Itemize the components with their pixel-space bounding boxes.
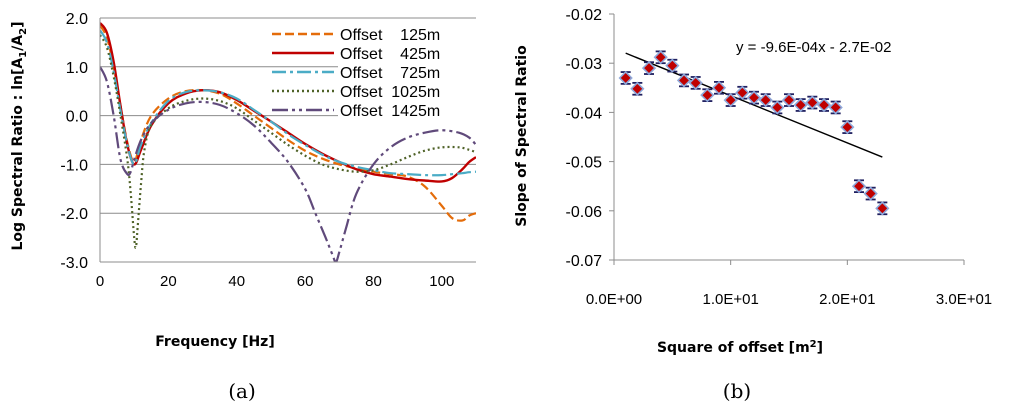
chart-b-point	[723, 92, 738, 108]
chart-b-y-tick: -0.07	[566, 253, 603, 270]
chart-a-y-tick-labels: 2.0 1.0 0.0 -1.0 -2.0 -3.0	[60, 11, 88, 272]
chart-b-point	[851, 179, 867, 194]
chart-a-x-tick: 40	[228, 273, 245, 290]
chart-a-series-line-4	[100, 34, 476, 249]
chart-a-axes	[99, 18, 476, 263]
chart-b-x-tick: 3.0E+01	[936, 291, 992, 308]
chart-a-x-tick: 20	[160, 273, 177, 290]
chart-a-legend-bg	[338, 63, 478, 80]
chart-b-x-tick: 2.0E+01	[819, 291, 875, 308]
chart-a-panel-label: (a)	[228, 379, 256, 403]
chart-b-x-tick: 1.0E+01	[703, 291, 759, 308]
chart-b-x-tick: 0.0E+00	[586, 291, 642, 308]
chart-b-trendline	[625, 52, 883, 158]
chart-a-x-tick: 60	[297, 273, 314, 290]
chart-b-y-tick: -0.02	[566, 7, 603, 24]
chart-a-y-tick: -3.0	[60, 255, 88, 272]
chart-b-y-tick: -0.04	[566, 105, 603, 122]
chart-b-point	[875, 201, 890, 216]
chart-b-x-tick-labels: 0.0E+00 1.0E+01 2.0E+01 3.0E+01	[586, 291, 992, 308]
chart-a-y-axis-label: Log Spectral Ratio : ln[A1/A2]	[10, 21, 29, 250]
chart-b-point	[746, 90, 762, 105]
chart-a-y-tick: 1.0	[66, 60, 88, 77]
chart-b-x-axis-label: Square of offset [m2]	[657, 339, 823, 356]
chart-a-series-group	[100, 22, 476, 262]
chart-b-point	[711, 80, 727, 95]
chart-b-point	[665, 58, 680, 73]
chart-b-point	[770, 100, 785, 115]
chart-b-point	[816, 97, 832, 113]
chart-b-point	[758, 92, 773, 108]
chart-b-point	[735, 85, 750, 100]
chart-b-point	[828, 100, 843, 115]
chart-b-point	[641, 60, 657, 76]
chart-a-legend-entry-3: Offset 725m	[340, 65, 440, 82]
chart-a: 2.0 1.0 0.0 -1.0 -2.0 -3.0 0 20 40 60 80 100 Offse…	[10, 11, 478, 403]
chart-a-x-axis-label: Frequency [Hz]	[155, 334, 274, 350]
chart-a-legend-bg	[338, 101, 478, 118]
chart-b-points-group	[618, 50, 890, 216]
chart-b-y-tick: -0.03	[566, 56, 603, 73]
chart-a-legend-bg	[338, 82, 478, 99]
chart-a-x-tick: 80	[365, 273, 382, 290]
chart-b-point	[688, 75, 703, 91]
chart-b-point	[781, 92, 797, 108]
chart-b-point	[793, 97, 808, 113]
chart-a-series-line-5	[100, 66, 476, 262]
chart-b-y-axis-label: Slope of Spectral Ratio	[514, 45, 530, 227]
chart-b-trendline-group	[625, 52, 883, 158]
chart-a-y-tick: 0.0	[66, 109, 88, 126]
chart-b-axes	[609, 13, 965, 265]
chart-a-y-tick: -2.0	[60, 206, 88, 223]
chart-a-x-tick-labels: 0 20 40 60 80 100	[96, 273, 455, 290]
chart-a-legend-entry-1: Offset 125m	[340, 27, 440, 44]
chart-b-point	[863, 186, 878, 201]
chart-b-y-tick: -0.06	[566, 204, 603, 221]
chart-b-point	[653, 50, 668, 65]
chart-a-series-line-3	[100, 29, 476, 177]
chart-b-point	[805, 95, 820, 110]
chart-b-point	[676, 73, 692, 88]
chart-b-y-tick: -0.05	[566, 155, 603, 172]
chart-b-y-tick-labels: -0.02 -0.03 -0.04 -0.05 -0.06 -0.07	[566, 7, 603, 270]
chart-b-point	[630, 81, 645, 96]
chart-a-legend-bg	[338, 25, 478, 42]
chart-a-y-tick: 2.0	[66, 11, 88, 28]
chart-b-point	[700, 88, 715, 103]
chart-b-panel-label: (b)	[723, 379, 751, 403]
chart-a-y-tick: -1.0	[60, 157, 88, 174]
chart-a-legend-bg	[338, 44, 478, 61]
chart-a-x-tick: 100	[429, 273, 454, 290]
chart-a-legend-entry-2: Offset 425m	[340, 46, 440, 63]
chart-a-legend-entry-5: Offset 1425m	[340, 103, 440, 120]
chart-a-x-tick: 0	[96, 273, 104, 290]
chart-b-point	[618, 70, 633, 86]
chart-a-legend: Offset 125m Offset 425m Offset 725m Offset …	[272, 25, 478, 120]
chart-b: -0.02 -0.03 -0.04 -0.05 -0.06 -0.07 0.0E+00 1.…	[514, 7, 992, 403]
chart-b-point	[840, 120, 855, 135]
chart-b-equation: y = -9.6E-04x - 2.7E-02	[736, 39, 892, 56]
chart-a-legend-entry-4: Offset 1025m	[340, 84, 440, 101]
